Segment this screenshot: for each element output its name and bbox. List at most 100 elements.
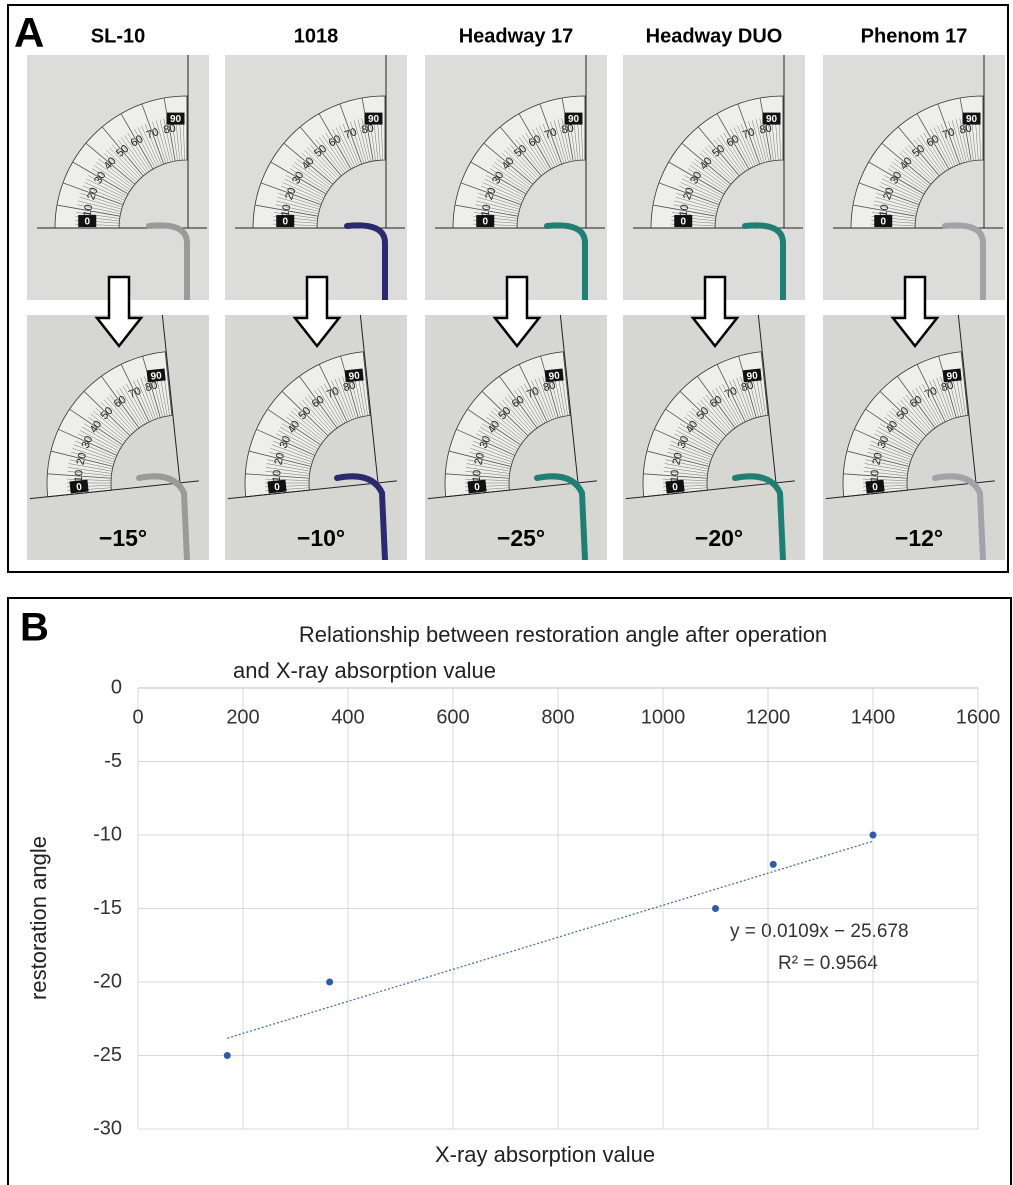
protractor-tick — [332, 129, 354, 169]
scale-label: 90 — [150, 370, 163, 382]
catheter-wire — [334, 473, 388, 560]
protractor-tick — [103, 152, 137, 183]
protractor-tick — [884, 175, 924, 197]
trendline — [227, 840, 874, 1039]
protractor-tick — [79, 196, 122, 210]
baseline — [825, 480, 995, 500]
protractor-tick — [71, 451, 114, 465]
scale-label: 70 — [723, 385, 739, 401]
scale-label: 30 — [888, 170, 905, 187]
protractor-tick — [470, 161, 527, 195]
scale-label: 20 — [85, 186, 100, 202]
protractor-tick — [920, 135, 946, 172]
protractor-tick — [729, 380, 748, 421]
protractor-tick — [736, 377, 752, 420]
protractor-tick — [68, 463, 113, 472]
protractor-tick — [342, 376, 357, 419]
protractor-tick — [680, 182, 721, 201]
protractor-tick — [86, 178, 126, 199]
catheter-wire — [136, 473, 190, 560]
protractor-tick — [922, 384, 944, 424]
protractor-tick — [517, 387, 542, 426]
scale-label-box — [942, 368, 962, 383]
protractor-tick — [879, 391, 927, 437]
protractor-tick — [460, 182, 522, 206]
protractor-tick — [289, 168, 328, 193]
scale-label: 10 — [877, 204, 891, 218]
protractor-tick — [561, 97, 574, 162]
protractor-tick — [712, 390, 738, 427]
protractor-tick — [331, 380, 350, 421]
protractor-tick — [707, 144, 738, 178]
scale-label: 80 — [342, 379, 357, 394]
scale-label: 60 — [327, 133, 344, 150]
protractor-tick — [501, 152, 535, 183]
protractor-tick — [479, 426, 519, 450]
protractor-tick — [69, 408, 123, 446]
scale-label-box — [742, 368, 762, 383]
protractor-tick — [467, 459, 511, 470]
scale-label: 20 — [473, 451, 488, 466]
protractor-tick — [499, 375, 538, 429]
protractor-tick — [679, 391, 727, 437]
protractor-tick — [671, 440, 713, 458]
protractor-tick — [136, 379, 154, 421]
protractor-tick — [91, 168, 130, 193]
protractor-tick — [73, 444, 116, 460]
protractor-tick — [477, 196, 520, 210]
protractor-tick — [67, 478, 112, 481]
scale-label-box — [78, 215, 97, 228]
protractor-tick — [886, 413, 922, 442]
scale-label: 10 — [669, 469, 682, 482]
data-point — [326, 978, 334, 986]
protractor-tick — [877, 426, 917, 450]
protractor-tick — [124, 135, 150, 172]
protractor-tick — [740, 376, 755, 419]
scale-label: 30 — [80, 434, 96, 450]
protractor-tick — [318, 113, 352, 170]
protractor-ring — [650, 95, 784, 229]
protractor-tick — [664, 467, 708, 474]
protractor-tick — [318, 364, 348, 423]
scale-label: 60 — [708, 394, 725, 411]
protractor-tick — [286, 175, 326, 197]
arrow — [292, 275, 342, 349]
scale-label: 10 — [479, 204, 493, 218]
protractor-tick — [80, 193, 123, 208]
protractor-tick — [56, 204, 121, 217]
x-tick-label: 1600 — [956, 706, 1001, 728]
protractor-tick — [120, 113, 154, 170]
scale-label: 90 — [766, 114, 778, 125]
protractor-tick — [47, 473, 112, 479]
scale-label: 0 — [672, 482, 679, 494]
protractor-tick — [466, 467, 510, 474]
protractor-tick — [98, 158, 134, 187]
protractor-tick — [357, 119, 369, 163]
scale-label: 40 — [884, 419, 901, 436]
protractor-tick — [514, 390, 540, 427]
protractor-tick — [948, 121, 963, 164]
protractor-tick — [646, 450, 710, 467]
panel-a-label: A — [14, 9, 44, 56]
data-point — [223, 1052, 231, 1059]
trendline-equation: y = 0.0109x − 25.678 — [730, 921, 909, 942]
scale-label: 80 — [740, 379, 755, 394]
protractor-tick — [732, 379, 750, 421]
protractor-tick — [959, 118, 970, 162]
protractor-tick — [882, 178, 922, 199]
scale-label: 80 — [959, 122, 973, 136]
scale-label: 70 — [741, 126, 757, 141]
protractor-tick — [912, 390, 938, 427]
protractor-tick — [101, 126, 144, 177]
protractor-tick — [69, 459, 113, 470]
protractor-tick — [340, 356, 359, 418]
protractor-tick — [897, 126, 940, 177]
protractor-tick — [293, 407, 327, 438]
scale-label: 90 — [348, 370, 361, 382]
protractor-tick — [304, 397, 334, 432]
protractor-tick — [353, 120, 367, 163]
